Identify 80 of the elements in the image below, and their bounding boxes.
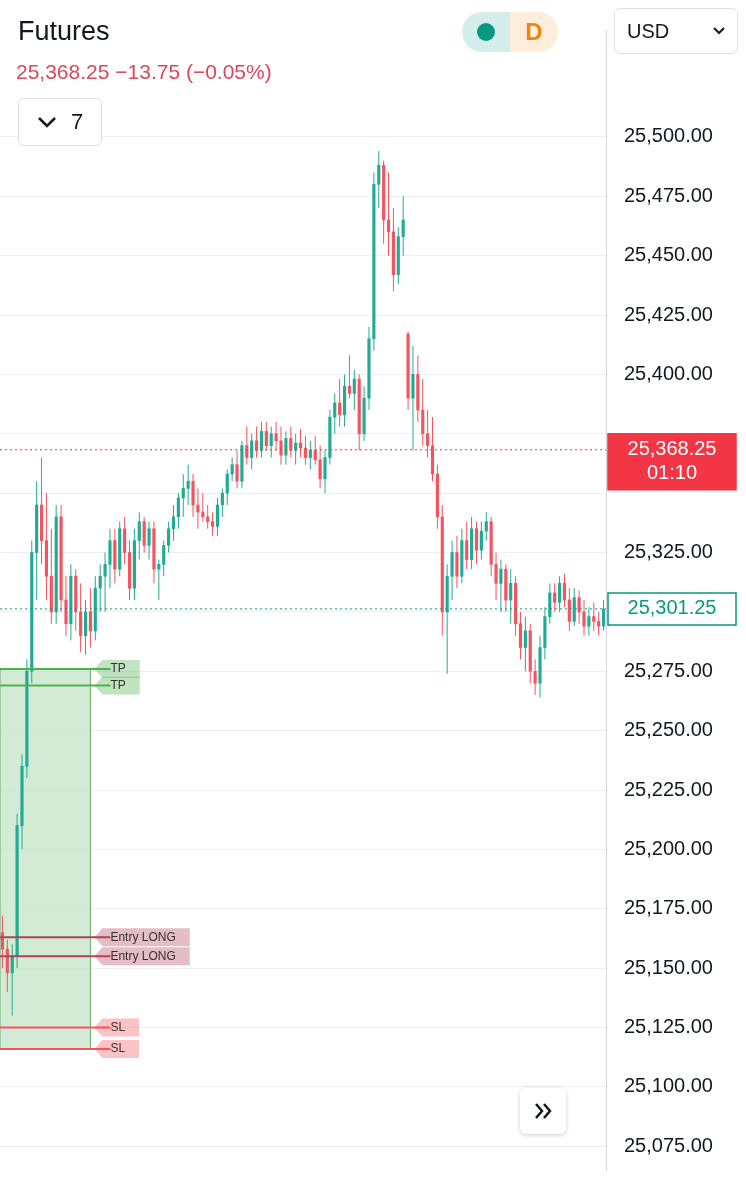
candlestick [225,468,229,506]
candlestick [264,421,268,451]
candlestick [162,540,166,577]
ref-line-label: 25,301.25 [627,596,717,619]
dropdown-button: 7 [18,98,102,146]
y-tick-label: 25,400.00 [624,361,713,384]
candlestick [601,599,606,632]
candlestick [386,172,391,257]
candlestick [215,497,220,537]
text: 01:10 [646,461,698,484]
candlestick [533,658,537,696]
candlestick [137,511,141,561]
candlestick [426,409,430,458]
candlestick [171,504,176,542]
candlestick [484,511,488,542]
candlestick [220,487,224,518]
candlestick [465,521,469,570]
y-tick-label: 25,250.00 [624,718,713,741]
candlestick [523,616,527,672]
candlestick [499,559,503,613]
ref-line-label: TP [110,677,126,692]
candlestick [186,464,190,506]
candlestick [196,487,200,530]
y-tick-label: 25,075.00 [624,1133,713,1156]
candlestick [509,568,513,625]
ref-line-label: TP [110,661,126,676]
candlestick [592,601,596,632]
candlestick [347,354,352,399]
candlestick [562,573,567,608]
candlestick [577,590,581,625]
candlestick [587,606,591,637]
y-tick-label: 25,100.00 [624,1074,713,1097]
y-tick-label: 25,275.00 [624,658,713,681]
candlestick [308,440,312,470]
y-tick-label: 25,200.00 [624,836,713,859]
chart-title: Futures [14,14,114,49]
y-tick-label: 25,475.00 [624,183,713,206]
candlestick [176,492,180,530]
candlestick [318,445,322,489]
candlestick [259,421,264,458]
candlestick [352,369,356,411]
y-tick-label: 25,125.00 [624,1015,713,1038]
candlestick [474,521,479,565]
annotation: D [510,12,558,52]
annotation: 7 [70,109,84,135]
candlestick [274,421,278,451]
candlestick [567,587,571,632]
candlestick [313,435,317,466]
y-tick-label: 25,450.00 [624,243,713,266]
ref-line-label: Entry LONG [110,948,176,963]
candlestick [269,426,273,458]
candlestick [289,426,293,458]
candlestick [235,449,239,489]
candlestick [279,426,283,466]
candlestick [167,521,171,553]
candlestick [338,378,342,428]
y-tick-label: 25,425.00 [624,302,713,325]
candlestick [553,582,557,613]
candlestick [230,457,234,482]
candlestick [211,511,215,537]
y-tick-label: 25,150.00 [624,955,713,978]
text: 25,368.25 −13.75 (−0.05%) [16,60,272,84]
candlestick [147,521,151,561]
candlestick [479,521,483,561]
y-tick-label: 25,175.00 [624,896,713,919]
candlestick [181,473,185,518]
candlestick [245,426,249,466]
y-tick-label: 25,325.00 [624,540,713,563]
ref-line-label: SL [110,1019,126,1034]
ref-line-label: Entry LONG [110,929,176,944]
candlestick [88,587,92,648]
candlestick [401,195,405,257]
dropdown-button: USD [614,8,738,54]
candlestick [377,150,381,209]
y-tick-label: 25,500.00 [624,124,713,147]
y-tick-label: 25,225.00 [624,777,713,800]
candlestick [582,599,586,637]
candlestick [557,575,562,613]
ref-line-label: SL [110,1041,126,1056]
ref-line-label: 25,368.25 [627,437,717,460]
